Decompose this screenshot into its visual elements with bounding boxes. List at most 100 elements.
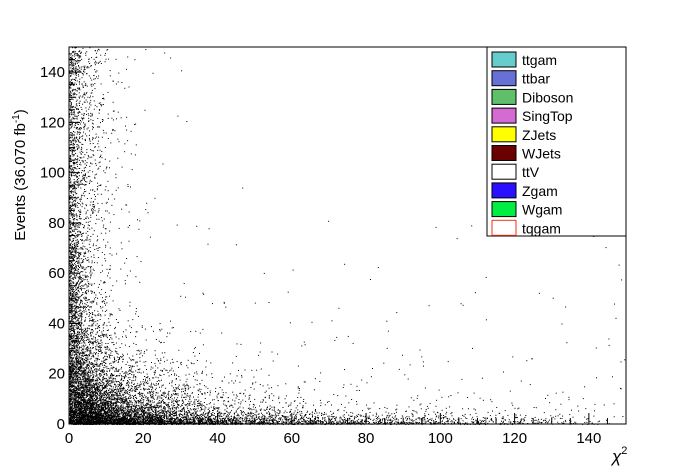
data-point — [240, 392, 242, 394]
data-point — [136, 404, 138, 406]
data-point — [277, 385, 279, 387]
data-point — [80, 319, 82, 321]
data-point — [79, 394, 81, 396]
data-point — [171, 400, 173, 402]
data-point — [180, 406, 182, 408]
data-point — [72, 352, 74, 354]
data-point — [89, 379, 91, 381]
data-point — [86, 418, 88, 420]
data-point — [81, 406, 83, 408]
data-point — [172, 401, 174, 403]
data-point — [200, 401, 202, 403]
data-point — [110, 409, 112, 411]
data-point — [83, 324, 85, 326]
data-point — [264, 391, 266, 393]
data-point — [111, 392, 113, 394]
data-point — [82, 339, 84, 341]
data-point — [74, 291, 76, 293]
data-point — [129, 325, 131, 327]
data-point — [71, 381, 73, 383]
data-point — [174, 407, 176, 409]
data-point — [125, 403, 127, 405]
data-point — [193, 375, 194, 377]
data-point — [262, 417, 264, 419]
data-point — [99, 411, 101, 413]
data-point — [128, 414, 130, 416]
data-point — [100, 371, 102, 372]
data-point — [143, 378, 144, 380]
data-point — [201, 372, 203, 374]
data-point — [71, 378, 73, 380]
data-point — [75, 405, 77, 407]
data-point — [172, 413, 174, 415]
data-point — [129, 414, 130, 416]
data-point — [85, 409, 87, 411]
data-point — [144, 328, 146, 330]
data-point — [76, 192, 78, 194]
data-point — [177, 406, 178, 408]
data-point — [95, 413, 97, 415]
data-point — [118, 391, 120, 393]
data-point — [121, 377, 123, 379]
data-point — [197, 407, 199, 409]
data-point — [93, 376, 95, 378]
data-point — [145, 382, 147, 384]
data-point — [150, 403, 152, 405]
data-point — [108, 376, 110, 378]
data-point — [70, 311, 72, 313]
data-point — [218, 408, 220, 410]
data-point — [330, 410, 332, 412]
data-point — [138, 402, 140, 404]
data-point — [81, 369, 83, 371]
data-point — [88, 349, 90, 351]
data-point — [71, 311, 73, 313]
data-point — [121, 375, 123, 377]
data-point — [176, 411, 177, 413]
data-point — [100, 306, 101, 308]
data-point — [155, 408, 157, 410]
data-point — [83, 389, 85, 390]
data-point — [93, 376, 94, 377]
data-point — [75, 366, 77, 368]
data-point — [107, 397, 108, 399]
data-point — [138, 406, 140, 408]
data-point — [85, 284, 87, 286]
data-point — [85, 412, 87, 414]
data-point — [98, 389, 100, 391]
data-point — [128, 370, 130, 372]
data-point — [105, 385, 107, 387]
data-point — [185, 396, 187, 398]
data-point — [248, 397, 250, 399]
data-point — [125, 407, 126, 409]
data-point — [85, 410, 87, 412]
data-point — [130, 389, 131, 391]
data-point — [88, 354, 90, 355]
data-point — [75, 376, 77, 378]
data-point — [135, 336, 137, 338]
data-point — [71, 195, 73, 197]
data-point — [309, 421, 311, 423]
data-point — [115, 376, 117, 377]
data-point — [85, 370, 87, 372]
data-point — [71, 266, 73, 268]
data-point — [171, 395, 173, 396]
data-point — [170, 396, 172, 398]
data-point — [76, 338, 77, 340]
data-point — [264, 409, 266, 411]
data-point — [117, 394, 119, 396]
data-point — [84, 327, 86, 329]
data-point — [306, 411, 308, 413]
data-point — [151, 400, 153, 402]
data-point — [212, 412, 214, 413]
data-point — [101, 405, 103, 407]
data-point — [228, 400, 230, 402]
data-point — [106, 374, 108, 376]
data-point — [143, 396, 144, 398]
data-point — [146, 369, 147, 370]
data-point — [119, 358, 120, 360]
data-point — [71, 326, 73, 328]
data-point — [184, 389, 186, 391]
data-point — [92, 325, 94, 327]
data-point — [96, 416, 98, 418]
data-point — [88, 383, 89, 385]
